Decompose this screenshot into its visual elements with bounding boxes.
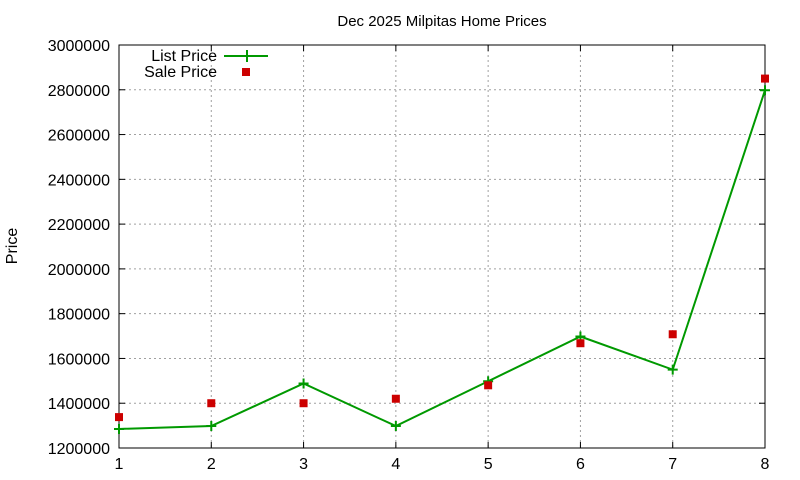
list-price-point [114, 423, 124, 434]
legend-label-list-price: List Price [151, 48, 217, 65]
sale-price-point [576, 339, 585, 348]
y-tick-label: 2800000 [48, 83, 110, 100]
legend-marker-sale-price [242, 68, 250, 76]
y-tick-label: 1600000 [48, 351, 110, 368]
y-axis-label: Price [4, 228, 21, 265]
list-price-point [390, 421, 401, 432]
list-price-point [298, 378, 309, 389]
x-tick-label: 8 [761, 456, 770, 473]
x-tick-label: 4 [391, 456, 400, 473]
y-tick-label: 2000000 [48, 262, 110, 279]
sale-price-point [299, 399, 308, 408]
grid-layer [119, 45, 765, 448]
x-tick-label: 2 [207, 456, 216, 473]
sale-price-point [391, 394, 400, 403]
x-tick-label: 3 [299, 456, 308, 473]
x-tick-label: 6 [576, 456, 585, 473]
sale-price-point [668, 330, 677, 339]
legend-marker-list-price [241, 50, 253, 62]
sale-price-point [207, 399, 216, 408]
legend-label-sale-price: Sale Price [144, 64, 217, 81]
plot-frame [118, 44, 766, 449]
y-tick-label: 1400000 [48, 396, 110, 413]
x-tick-label: 1 [115, 456, 124, 473]
y-tick-label: 3000000 [48, 38, 110, 55]
x-tick-label: 5 [484, 456, 493, 473]
sale-price-point [115, 413, 123, 422]
list-price-point [667, 364, 678, 375]
y-tick-label: 2200000 [48, 217, 110, 234]
sale-price-point [484, 381, 493, 390]
list-price-line [118, 89, 766, 430]
ticks-layer: 1 2 3 4 5 6 7 8 1200000 1400000 1600000 1800000 2000… [48, 38, 770, 473]
list-price-point [206, 421, 217, 432]
series-layer [114, 74, 770, 434]
y-tick-label: 2400000 [48, 172, 110, 189]
y-tick-label: 2600000 [48, 128, 110, 145]
y-tick-label: 1200000 [48, 441, 110, 458]
legend: List Price Sale Price [144, 48, 268, 81]
y-tick-label: 1800000 [48, 307, 110, 324]
chart-title: Dec 2025 Milpitas Home Prices [337, 13, 546, 30]
sale-price-point [761, 74, 769, 83]
list-price-point [760, 85, 770, 96]
x-tick-label: 7 [668, 456, 677, 473]
